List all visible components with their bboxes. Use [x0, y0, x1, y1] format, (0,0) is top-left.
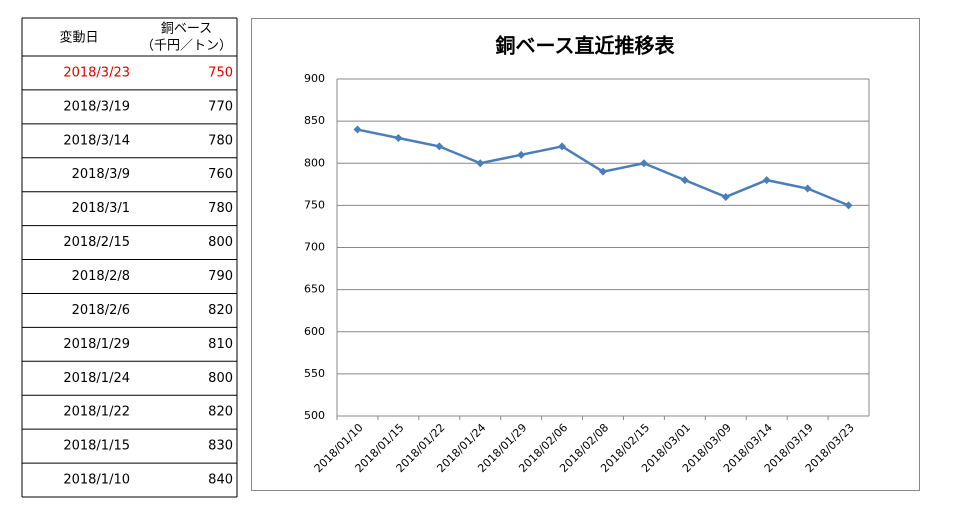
price-cell: 780 — [208, 133, 233, 148]
date-cell: 2018/1/15 — [63, 439, 130, 454]
y-tick-label: 800 — [304, 156, 325, 169]
date-cell: 2018/1/10 — [63, 473, 130, 488]
header-cell: （千円／トン） — [141, 39, 232, 54]
chart-title: 銅ベース直近推移表 — [496, 34, 676, 58]
y-tick-label: 550 — [304, 367, 325, 380]
date-cell: 2018/3/14 — [63, 133, 130, 148]
y-tick-label: 750 — [304, 198, 325, 211]
marker — [844, 201, 853, 210]
date-cell: 2018/1/24 — [63, 371, 130, 386]
price-cell: 800 — [208, 235, 233, 250]
price-cell: 750 — [208, 65, 233, 80]
y-tick-label: 900 — [304, 72, 325, 85]
price-cell: 780 — [208, 201, 233, 216]
date-cell: 2018/3/1 — [72, 201, 130, 216]
marker — [721, 192, 730, 201]
marker — [558, 142, 567, 151]
date-cell: 2018/3/9 — [72, 167, 130, 182]
chart-frame — [251, 18, 920, 491]
marker — [599, 167, 607, 176]
date-cell: 2018/3/19 — [63, 99, 130, 114]
date-cell: 2018/1/29 — [63, 337, 130, 352]
y-tick-label: 500 — [304, 409, 325, 422]
marker — [639, 159, 648, 168]
y-tick-label: 700 — [304, 241, 325, 254]
header-cell: 銅ベース — [161, 22, 212, 37]
y-tick-label: 600 — [304, 325, 325, 338]
price-cell: 820 — [208, 405, 233, 420]
marker — [476, 159, 485, 168]
marker — [353, 125, 362, 134]
date-cell: 2018/2/8 — [72, 269, 130, 284]
date-cell: 2018/2/6 — [72, 303, 130, 318]
price-cell: 840 — [208, 473, 233, 488]
y-tick-label: 650 — [304, 283, 325, 296]
marker — [680, 176, 689, 185]
marker — [517, 150, 526, 159]
y-tick-label: 850 — [304, 114, 325, 127]
date-cell: 2018/1/22 — [63, 405, 130, 420]
price-cell: 820 — [208, 303, 233, 318]
date-cell: 2018/3/23 — [63, 65, 130, 80]
marker — [762, 176, 771, 185]
date-cell: 2018/2/15 — [63, 235, 130, 250]
price-cell: 790 — [208, 269, 233, 284]
price-cell: 760 — [208, 167, 233, 182]
marker — [435, 142, 444, 151]
price-cell: 770 — [208, 99, 233, 114]
price-cell: 800 — [208, 371, 233, 386]
header-cell: 変動日 — [59, 30, 98, 46]
marker — [394, 133, 403, 142]
price-cell: 830 — [208, 439, 233, 454]
price-cell: 810 — [208, 337, 233, 352]
marker — [803, 184, 812, 193]
